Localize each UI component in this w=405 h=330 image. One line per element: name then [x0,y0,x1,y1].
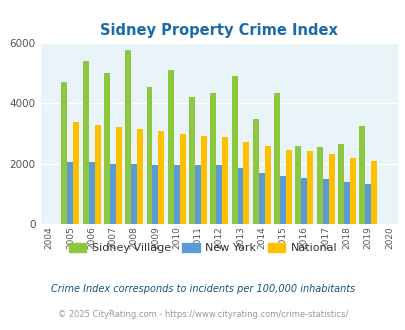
Bar [258,173,264,224]
Bar [94,125,100,224]
Bar [358,126,364,224]
Bar [125,50,131,224]
Bar [231,76,237,224]
Bar [73,121,79,224]
Bar [273,93,279,224]
Bar [110,164,115,224]
Bar [131,164,137,224]
Bar [316,147,322,224]
Bar [146,87,152,224]
Bar [285,150,291,224]
Text: Crime Index corresponds to incidents per 100,000 inhabitants: Crime Index corresponds to incidents per… [51,284,354,294]
Bar [349,158,355,224]
Legend: Sidney Village, New York, National: Sidney Village, New York, National [64,238,341,257]
Title: Sidney Property Crime Index: Sidney Property Crime Index [100,22,337,38]
Bar [307,151,313,224]
Bar [152,165,158,224]
Bar [88,162,94,224]
Bar [222,137,228,224]
Bar [328,154,334,224]
Bar [279,176,285,224]
Bar [115,127,122,224]
Bar [158,131,164,224]
Bar [237,168,243,224]
Bar [343,182,349,224]
Bar [137,129,143,224]
Bar [173,165,179,224]
Bar [189,97,194,224]
Bar [167,70,173,224]
Bar [337,144,343,224]
Bar [210,93,216,224]
Bar [200,136,207,224]
Bar [216,165,222,224]
Bar [295,146,301,224]
Bar [83,61,88,224]
Bar [61,82,67,224]
Text: © 2025 CityRating.com - https://www.cityrating.com/crime-statistics/: © 2025 CityRating.com - https://www.city… [58,310,347,319]
Bar [179,134,185,224]
Bar [252,118,258,224]
Bar [364,183,370,224]
Bar [301,178,307,224]
Bar [243,142,249,224]
Bar [104,73,110,224]
Bar [67,162,73,224]
Bar [370,161,376,224]
Bar [322,179,328,224]
Bar [194,165,200,224]
Bar [264,147,270,224]
